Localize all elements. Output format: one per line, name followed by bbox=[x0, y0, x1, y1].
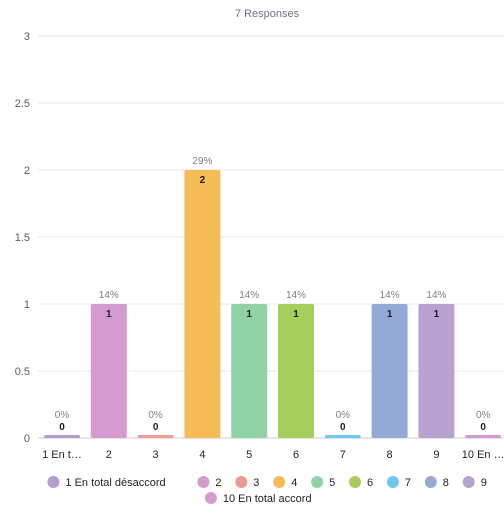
legend-swatch bbox=[349, 476, 361, 488]
x-tick-label: 9 bbox=[433, 449, 439, 461]
legend-label: 5 bbox=[329, 477, 335, 489]
bar-count-label: 0 bbox=[59, 422, 65, 433]
legend-label: 6 bbox=[367, 477, 373, 489]
legend-swatch bbox=[197, 476, 210, 488]
bar-percent-label: 29% bbox=[192, 156, 212, 167]
bar[interactable] bbox=[90, 304, 127, 438]
legend-swatch bbox=[386, 476, 399, 488]
legend: 1 En total désaccord 2 3 4 5 6 7 8 9 10 En total … bbox=[47, 476, 487, 505]
bar[interactable] bbox=[465, 435, 502, 438]
y-tick-label: 2 bbox=[24, 165, 30, 177]
bar[interactable] bbox=[371, 304, 408, 438]
x-axis: 1 En t… 2 3 4 5 6 7 8 9 10 En … bbox=[42, 449, 504, 461]
bar-percent-label: 14% bbox=[286, 290, 306, 301]
bar-percent-label: 14% bbox=[99, 290, 119, 301]
y-axis: 0 0.5 1 1.5 2 2.5 3 bbox=[15, 31, 30, 445]
y-tick-label: 3 bbox=[24, 31, 30, 43]
bars bbox=[44, 170, 502, 438]
bar-count-label: 1 bbox=[387, 309, 393, 320]
legend-swatch bbox=[462, 476, 475, 488]
bar-percent-label: 14% bbox=[239, 290, 259, 301]
legend-label: 2 bbox=[215, 477, 221, 489]
bar[interactable] bbox=[231, 304, 268, 438]
y-tick-label: 2.5 bbox=[15, 98, 30, 110]
bar[interactable] bbox=[44, 435, 80, 438]
legend-swatch bbox=[311, 476, 324, 488]
bar[interactable] bbox=[278, 304, 314, 438]
bar-count-label: 0 bbox=[480, 422, 486, 433]
bar-count-label: 0 bbox=[340, 422, 346, 433]
bar[interactable] bbox=[324, 435, 361, 438]
x-tick-label: 8 bbox=[387, 449, 393, 461]
legend-label: 1 En total désaccord bbox=[65, 477, 165, 489]
legend-label: 4 bbox=[291, 477, 297, 489]
legend-swatch bbox=[273, 476, 286, 488]
bar-percent-label: 0% bbox=[476, 410, 491, 421]
x-tick-label: 4 bbox=[199, 449, 205, 461]
bar-percent-label: 0% bbox=[336, 410, 351, 421]
bar-count-label: 1 bbox=[434, 309, 440, 320]
legend-label: 8 bbox=[443, 477, 449, 489]
y-tick-label: 1 bbox=[24, 299, 30, 311]
legend-label: 9 bbox=[481, 477, 487, 489]
bar-count-label: 2 bbox=[200, 175, 206, 186]
legend-swatch bbox=[47, 476, 60, 488]
bar-count-label: 1 bbox=[106, 309, 112, 320]
y-tick-label: 0 bbox=[24, 433, 30, 445]
x-tick-label: 2 bbox=[106, 449, 112, 461]
legend-label: 7 bbox=[405, 477, 411, 489]
x-tick-label: 3 bbox=[153, 449, 159, 461]
bar-labels: 00%114%00%229%114%114%00%114%114%00% bbox=[55, 156, 491, 433]
bar-count-label: 1 bbox=[246, 309, 252, 320]
legend-swatch bbox=[424, 476, 437, 488]
legend-swatch bbox=[235, 476, 248, 488]
legend-label: 3 bbox=[253, 477, 259, 489]
chart-title: 7 Responses bbox=[235, 8, 300, 20]
bar-count-label: 0 bbox=[153, 422, 159, 433]
x-tick-label: 10 En … bbox=[462, 449, 504, 461]
x-tick-label: 5 bbox=[246, 449, 252, 461]
y-tick-label: 0.5 bbox=[15, 366, 30, 378]
bar-count-label: 1 bbox=[293, 309, 299, 320]
x-tick-label: 6 bbox=[293, 449, 299, 461]
bar-percent-label: 0% bbox=[148, 410, 163, 421]
x-tick-label: 1 En t… bbox=[42, 449, 82, 461]
bar[interactable] bbox=[418, 304, 455, 438]
y-tick-label: 1.5 bbox=[15, 232, 30, 244]
x-tick-label: 7 bbox=[340, 449, 346, 461]
bar-percent-label: 14% bbox=[426, 290, 446, 301]
legend-label: 10 En total accord bbox=[223, 493, 312, 505]
legend-swatch bbox=[204, 492, 217, 504]
bar-percent-label: 14% bbox=[380, 290, 400, 301]
bar-percent-label: 0% bbox=[55, 410, 70, 421]
bar[interactable] bbox=[184, 170, 221, 438]
bar[interactable] bbox=[137, 435, 174, 438]
